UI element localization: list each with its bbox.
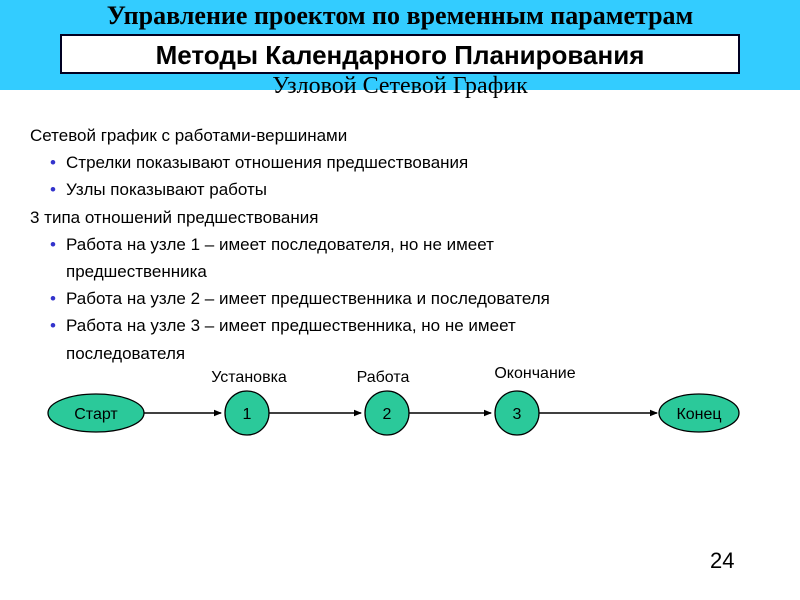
- svg-text:Установка: Установка: [211, 369, 287, 386]
- svg-text:3: 3: [513, 406, 522, 423]
- svg-text:2: 2: [383, 406, 392, 423]
- svg-text:Окончание: Окончание: [494, 365, 575, 382]
- svg-text:1: 1: [243, 406, 252, 423]
- svg-text:Старт: Старт: [74, 406, 118, 423]
- svg-text:Работа: Работа: [357, 369, 410, 386]
- svg-text:Конец: Конец: [676, 406, 721, 423]
